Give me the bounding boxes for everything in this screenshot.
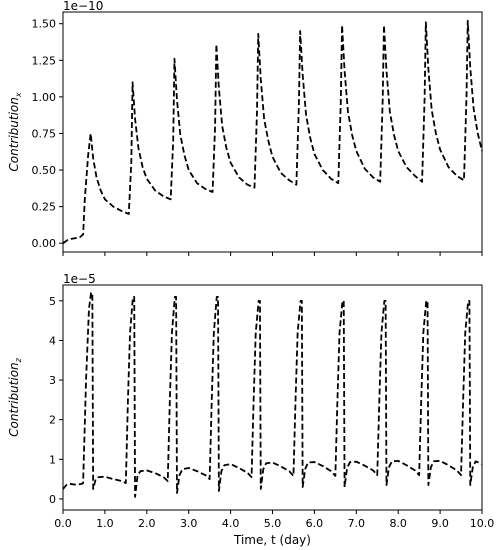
y-tick-label: 3 bbox=[49, 374, 56, 387]
x-tick-label: 6.0 bbox=[306, 517, 324, 530]
y-tick-label: 4 bbox=[49, 334, 56, 347]
y-axis-label: Contributionx bbox=[7, 92, 23, 172]
y-axis-label: Contributionz bbox=[7, 357, 23, 437]
plot-frame bbox=[62, 11, 483, 253]
y-axis-label-base: Contribution bbox=[7, 362, 21, 437]
x-tick-label: 9.0 bbox=[431, 517, 449, 530]
offset-label: 1e−5 bbox=[63, 272, 96, 286]
chart-panel-x: 0.00 0.25 0.50 0.75 1.00 1.25 1.50 1e−10 Contrib… bbox=[7, 0, 483, 256]
x-tick-label: 7.0 bbox=[348, 517, 366, 530]
x-tick-label: 1.0 bbox=[96, 517, 114, 530]
y-tick-label: 0.25 bbox=[32, 201, 57, 214]
x-tick-label: 8.0 bbox=[389, 517, 407, 530]
y-tick-label: 1.25 bbox=[32, 54, 57, 67]
x-tick-label: 10.0 bbox=[470, 517, 495, 530]
y-axis-label-subscript: z bbox=[14, 357, 23, 363]
y-tick-label: 0.75 bbox=[32, 127, 57, 140]
y-tick-label: 2 bbox=[49, 414, 56, 427]
chart-panel-z: 0 1 2 3 4 5 0.0 1.0 2.0 3.0 4.0 5.0 6.0 7.0 8.0 9.0 10.0… bbox=[7, 272, 494, 547]
y-tick-label: 1.00 bbox=[32, 91, 57, 104]
y-tick-label: 0 bbox=[49, 493, 56, 506]
x-tick-label: 2.0 bbox=[138, 517, 156, 530]
x-tick-label: 5.0 bbox=[264, 517, 282, 530]
offset-label: 1e−10 bbox=[63, 0, 103, 13]
y-tick-label: 0.50 bbox=[32, 164, 57, 177]
series-line bbox=[62, 19, 483, 244]
y-tick-label: 5 bbox=[49, 295, 56, 308]
x-axis-label: Time, t (day) bbox=[233, 533, 311, 547]
y-tick-label: 1.50 bbox=[32, 18, 57, 31]
x-tick-label: 3.0 bbox=[180, 517, 198, 530]
y-axis-label-base: Contribution bbox=[7, 97, 21, 172]
x-tick-label: 0.0 bbox=[54, 517, 72, 530]
x-tick-label: 4.0 bbox=[222, 517, 240, 530]
y-tick-label: 0.00 bbox=[32, 237, 57, 250]
series-line bbox=[62, 292, 483, 498]
y-tick-label: 1 bbox=[49, 453, 56, 466]
y-axis-label-subscript: x bbox=[14, 92, 23, 98]
